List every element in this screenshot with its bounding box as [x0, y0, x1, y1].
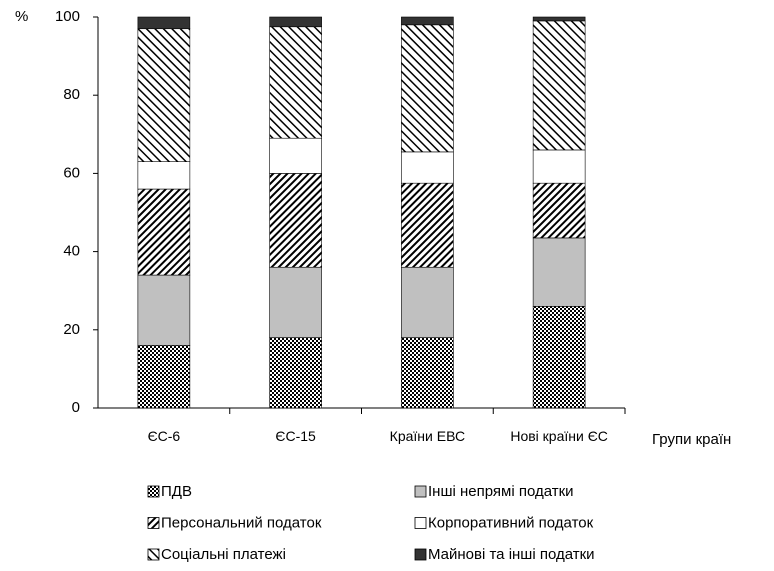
bar-segment	[137, 28, 191, 162]
bar-segment	[532, 20, 586, 151]
bar-segment	[269, 266, 322, 338]
bar-segment	[401, 151, 454, 184]
bar-segment	[532, 16, 586, 22]
y-tick-label: 0	[72, 399, 80, 416]
x-tick-label: Нові країни ЄС	[510, 428, 608, 444]
y-tick-label: 80	[63, 86, 80, 103]
legend-swatch	[414, 517, 427, 529]
legend-swatch	[147, 517, 160, 529]
bar-segment	[137, 161, 191, 190]
legend-swatch	[147, 548, 160, 561]
bar-segment	[401, 24, 454, 153]
y-tick-label: 100	[55, 8, 80, 25]
bar-segment	[137, 16, 191, 30]
bar-segment	[401, 182, 454, 268]
bar-segment	[532, 237, 586, 307]
bar-segment	[269, 173, 322, 268]
bar-segment	[532, 306, 586, 409]
y-tick-label: 40	[63, 243, 80, 260]
legend-label: Корпоративний податок	[428, 514, 594, 531]
bar-segment	[401, 16, 454, 26]
bar-segment	[269, 26, 322, 139]
legend-label: ПДВ	[161, 483, 192, 500]
bar-segment	[269, 137, 322, 174]
y-axis-label: %	[15, 8, 28, 25]
x-tick-label: ЄС-15	[275, 428, 316, 444]
legend-label: Інші непрямі податки	[428, 483, 574, 500]
x-tick-label: Країни ЕВС	[389, 428, 466, 444]
legend-label: Соціальні платежі	[161, 546, 286, 563]
y-tick-label: 60	[63, 164, 80, 181]
x-tick-label: ЄС-6	[147, 428, 181, 444]
bar-segment	[137, 274, 191, 346]
legend-swatch	[414, 485, 427, 498]
bar-segment	[532, 182, 586, 239]
bar-segment	[269, 337, 322, 409]
bar-segment	[269, 16, 322, 28]
bar-segment	[532, 149, 586, 184]
bar-segment	[137, 188, 191, 276]
x-axis-label: Групи країн	[652, 431, 731, 448]
legend-swatch	[414, 548, 427, 561]
legend-label: Майнові та інші податки	[428, 546, 595, 563]
y-tick-label: 20	[63, 321, 80, 338]
legend-label: Персональний податок	[161, 514, 322, 531]
bar-segment	[137, 345, 191, 409]
bar-segment	[401, 266, 454, 338]
bar-segment	[401, 337, 454, 409]
legend-swatch	[147, 485, 160, 498]
